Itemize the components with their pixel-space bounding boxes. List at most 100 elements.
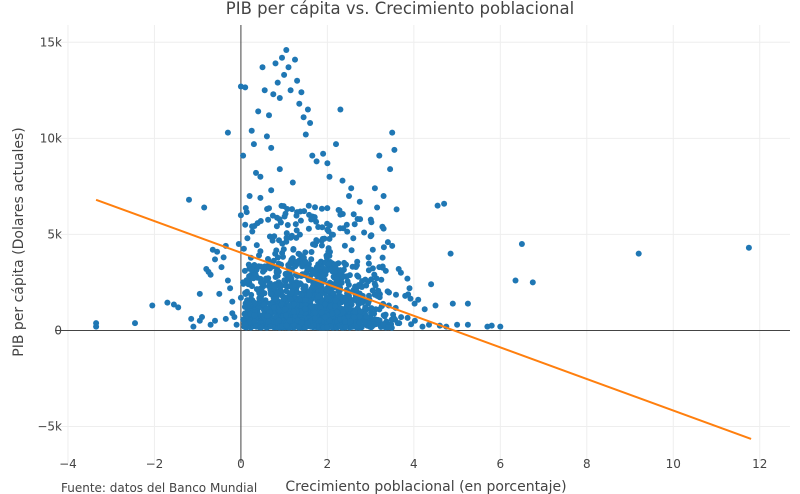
data-point: [277, 219, 284, 226]
data-point: [366, 292, 372, 299]
data-point: [282, 210, 289, 217]
data-point: [278, 202, 285, 209]
data-point: [313, 264, 320, 271]
data-point: [291, 301, 298, 308]
data-point: [253, 242, 260, 249]
data-point: [411, 317, 418, 324]
data-point: [333, 141, 339, 148]
data-point: [361, 319, 368, 326]
data-point: [341, 259, 348, 266]
data-point: [441, 200, 448, 207]
data-point: [283, 311, 289, 318]
y-tick-label: 10k: [40, 131, 62, 145]
data-point: [222, 315, 229, 322]
data-point: [281, 71, 288, 78]
data-point: [354, 272, 361, 279]
x-tick-label: −2: [146, 457, 164, 471]
data-point: [369, 246, 376, 253]
data-point: [279, 54, 285, 61]
data-point: [348, 185, 355, 192]
data-point: [512, 277, 519, 284]
y-tick-label: 5k: [47, 227, 62, 241]
data-point: [330, 231, 336, 238]
data-point: [385, 324, 392, 331]
data-point: [745, 244, 752, 251]
data-point: [304, 106, 311, 113]
data-point: [336, 207, 343, 214]
data-point: [266, 205, 272, 212]
data-point: [266, 264, 273, 271]
data-point: [350, 235, 357, 242]
data-point: [381, 313, 388, 320]
data-point: [342, 324, 349, 331]
x-tick-labels: −4 −2 0 2 4 6 8 10 12: [59, 457, 767, 471]
y-tick-label: −5k: [37, 420, 62, 434]
data-point: [419, 323, 426, 330]
data-point: [347, 299, 354, 306]
data-point: [289, 179, 296, 186]
data-point: [241, 267, 248, 274]
data-point: [270, 91, 277, 98]
data-point: [348, 247, 355, 254]
data-point: [397, 269, 404, 276]
data-point: [257, 324, 264, 331]
data-point: [286, 317, 293, 324]
data-point: [175, 304, 182, 311]
data-point: [325, 261, 332, 267]
data-point: [393, 291, 399, 298]
data-point: [214, 248, 221, 255]
data-point: [268, 144, 275, 151]
chart-title: PIB per cápita vs. Crecimiento poblacion…: [226, 0, 574, 18]
data-point: [257, 218, 264, 224]
data-point: [332, 297, 339, 304]
data-point: [404, 275, 411, 282]
data-point: [281, 296, 288, 303]
data-point: [326, 252, 333, 259]
x-tick-label: 8: [583, 457, 591, 471]
x-tick-label: −4: [59, 457, 77, 471]
data-point: [356, 319, 363, 326]
data-point: [384, 239, 391, 246]
data-point: [275, 317, 282, 324]
data-point: [268, 291, 274, 298]
data-point: [229, 310, 236, 317]
data-point: [302, 324, 309, 331]
data-point: [324, 324, 330, 331]
data-point: [248, 266, 255, 273]
data-point: [307, 298, 314, 305]
data-point: [201, 204, 208, 211]
data-point: [283, 238, 290, 245]
data-point: [388, 316, 395, 323]
data-point: [371, 271, 378, 278]
data-points: [93, 47, 752, 331]
data-point: [529, 279, 536, 286]
source-note: Fuente: datos del Banco Mundial: [61, 481, 257, 494]
data-point: [242, 321, 249, 328]
data-point: [361, 229, 368, 236]
data-point: [324, 226, 331, 233]
data-point: [288, 289, 295, 296]
data-point: [244, 235, 251, 242]
x-tick-label: 0: [237, 457, 245, 471]
data-point: [367, 306, 374, 313]
data-point: [313, 218, 320, 225]
data-point: [322, 301, 328, 308]
data-point: [285, 263, 292, 270]
data-point: [302, 305, 308, 312]
data-point: [284, 222, 291, 228]
data-point: [354, 216, 361, 222]
data-point: [311, 214, 318, 221]
data-point: [367, 216, 374, 223]
data-point: [308, 303, 315, 310]
data-point: [305, 202, 312, 209]
data-point: [302, 297, 309, 304]
data-point: [265, 318, 272, 325]
data-point: [242, 84, 249, 91]
data-point: [276, 166, 283, 173]
data-point: [293, 234, 300, 241]
data-point: [241, 303, 248, 310]
data-point: [283, 322, 290, 329]
data-point: [329, 310, 336, 317]
data-point: [93, 323, 100, 330]
data-point: [216, 290, 223, 297]
